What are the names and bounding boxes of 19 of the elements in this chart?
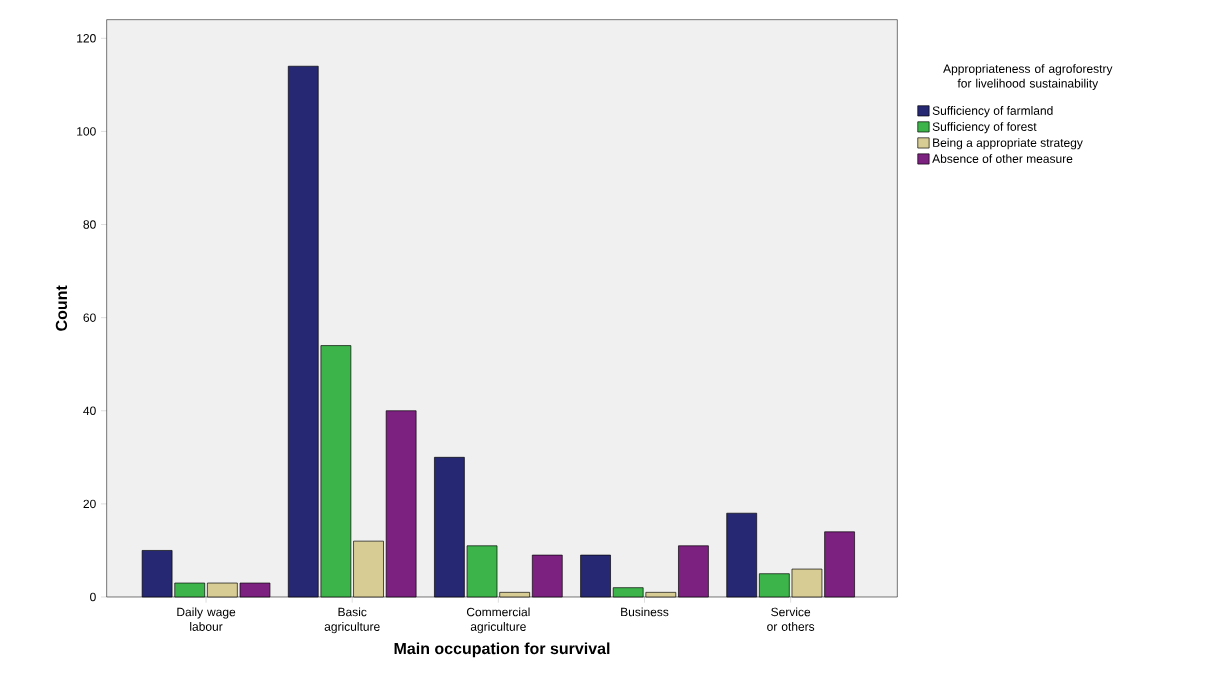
- x-axis-title: Main occupation for survival: [394, 642, 610, 658]
- x-tick-label: Daily wage labour: [177, 607, 236, 631]
- y-tick-label: 0: [90, 592, 96, 602]
- y-tick-label: 20: [83, 499, 96, 509]
- y-axis-title: Count: [55, 285, 68, 331]
- y-tick-label: 100: [77, 127, 96, 136]
- y-tick-label: 40: [83, 406, 96, 416]
- legend-label: Sufficiency of farmland: [932, 106, 1053, 118]
- y-tick-label: 60: [83, 313, 96, 322]
- x-tick-label: Basic agriculture: [324, 607, 380, 634]
- x-tick-label: Service or others: [767, 607, 815, 631]
- legend-title: Appropriateness of agroforestry for livelihood sustainability: [943, 64, 1113, 91]
- y-tick-label: 120: [77, 34, 96, 43]
- legend-label: Absence of other measure: [932, 154, 1073, 163]
- legend-label: Sufficiency of forest: [932, 122, 1037, 134]
- legend-label: Being a appropriate strategy: [933, 138, 1083, 150]
- x-tick-label: Business: [621, 607, 669, 617]
- x-tick-label: Commercial agriculture: [466, 607, 530, 634]
- y-tick-label: 80: [83, 220, 96, 229]
